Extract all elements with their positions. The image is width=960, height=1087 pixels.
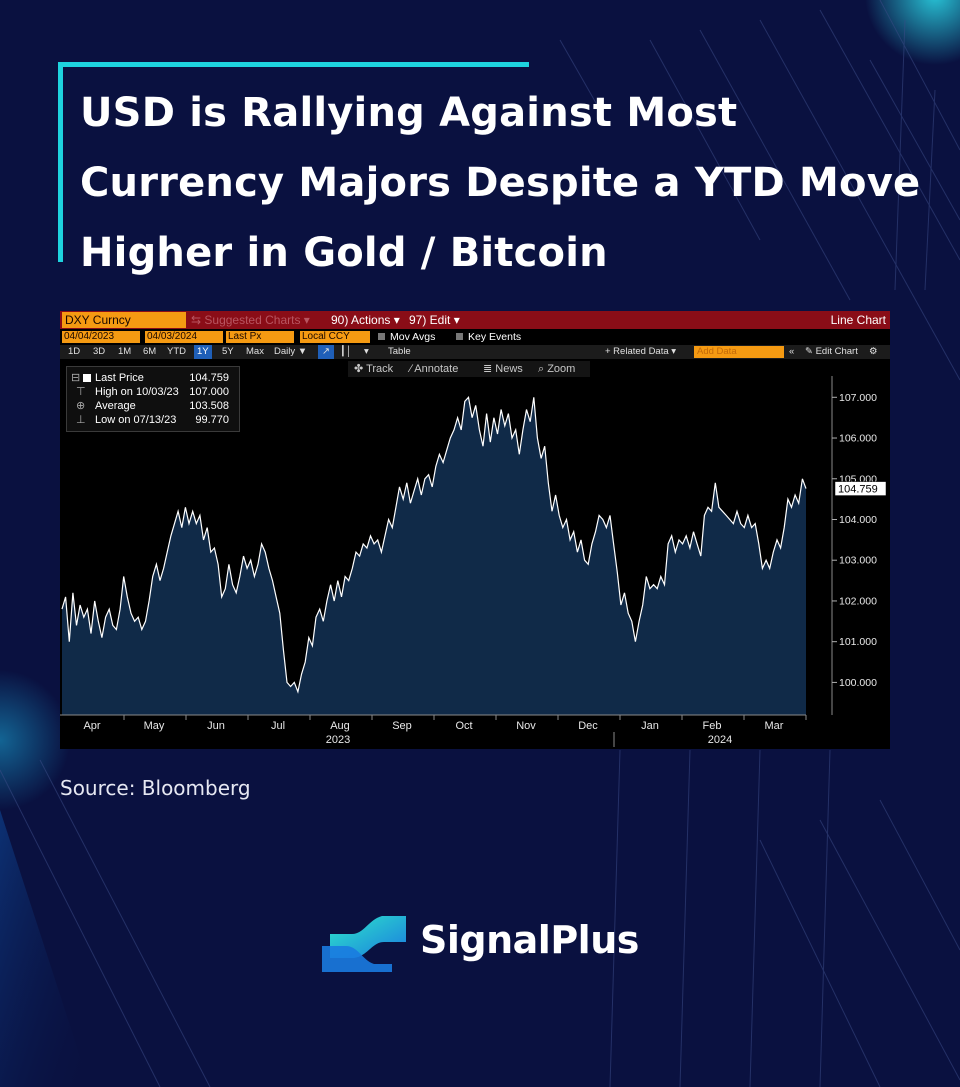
period-1m[interactable]: 1M xyxy=(118,346,132,357)
legend-label: Average xyxy=(95,400,136,412)
period-1d[interactable]: 1D xyxy=(68,346,81,357)
zoom-tool[interactable]: ⌕ Zoom xyxy=(538,363,576,375)
y-tick-label: 107.000 xyxy=(839,392,877,404)
line-chart-icon[interactable]: ↗ xyxy=(318,345,334,359)
period-1y[interactable]: 1Y xyxy=(194,345,212,359)
x-tick-label: Dec xyxy=(578,720,598,732)
start-date-field[interactable]: 04/04/2023 xyxy=(62,331,140,343)
legend-value: 104.759 xyxy=(189,372,229,384)
bloomberg-chart-window: 100.000 101.000 102.000 103.000 104.000 105.0… xyxy=(60,311,890,749)
chart-canvas: 100.000101.000102.000103.000104.000105.0… xyxy=(60,376,887,747)
checkbox-icon xyxy=(378,333,385,340)
y-tick-label: 100.000 xyxy=(839,677,877,689)
terminal-header-bar: DXY Curncy ⇆ Suggested Charts ▾ 90) Acti… xyxy=(60,311,890,329)
title-accent-top xyxy=(58,62,529,67)
legend-row-last-price: ⊟ Last Price 104.759 xyxy=(71,371,235,385)
chart-toolbar: ✤ Track ∕ Annotate ≣ News ⌕ Zoom xyxy=(348,361,590,377)
date-range-bar: 04/04/2023 04/03/2024 Last Px Local CCY … xyxy=(60,330,890,344)
dropdown-icon[interactable]: ▾ xyxy=(364,346,369,357)
y-tick-label: 101.000 xyxy=(839,636,877,648)
edit-menu[interactable]: 97) Edit ▾ xyxy=(409,313,460,327)
x-tick-label: Aug xyxy=(330,720,350,732)
related-data-menu[interactable]: + Related Data ▾ xyxy=(605,346,677,357)
legend-value: 107.000 xyxy=(189,386,229,398)
key-events-toggle[interactable]: Key Events xyxy=(456,331,521,343)
y-tick-label: 103.000 xyxy=(839,555,877,567)
frequency-select[interactable]: Daily ▼ xyxy=(274,346,308,357)
x-tick-label: Mar xyxy=(765,720,784,732)
mov-avgs-toggle[interactable]: Mov Avgs xyxy=(378,331,435,343)
title-accent-left xyxy=(58,62,63,262)
annotate-tool[interactable]: ∕ Annotate xyxy=(410,363,459,375)
checkbox-icon xyxy=(456,333,463,340)
currency-select[interactable]: Local CCY xyxy=(300,331,370,343)
headline-box: USD is Rallying Against Most Currency Ma… xyxy=(58,62,938,276)
brand-name: SignalPlus xyxy=(420,918,639,962)
mov-avgs-label: Mov Avgs xyxy=(390,331,436,343)
period-5y[interactable]: 5Y xyxy=(222,346,234,357)
year-label: 2023 xyxy=(326,734,350,746)
legend-row-high: ⊤ High on 10/03/23 107.000 xyxy=(71,385,235,399)
x-tick-label: May xyxy=(144,720,165,732)
x-tick-label: Nov xyxy=(516,720,536,732)
x-tick-label: Apr xyxy=(83,720,100,732)
legend-row-average: ⊕ Average 103.508 xyxy=(71,399,235,413)
series-area xyxy=(62,397,806,715)
y-tick-label: 106.000 xyxy=(839,433,877,445)
year-label: 2024 xyxy=(708,734,732,746)
last-price-label: 104.759 xyxy=(838,484,878,496)
high-marker-icon: ⊤ xyxy=(76,386,86,398)
x-tick-label: Jul xyxy=(271,720,285,732)
legend-label: Last Price xyxy=(95,372,144,384)
news-tool[interactable]: ≣ News xyxy=(483,363,523,375)
actions-menu[interactable]: 90) Actions ▾ xyxy=(331,313,400,327)
chart-kind-label[interactable]: Line Chart xyxy=(830,313,886,327)
headline: USD is Rallying Against Most Currency Ma… xyxy=(80,90,921,276)
x-tick-label: Jan xyxy=(641,720,659,732)
series-line xyxy=(61,395,807,694)
y-tick-label: 102.000 xyxy=(839,595,877,607)
x-tick-label: Feb xyxy=(703,720,722,732)
edit-chart-button[interactable]: ✎ Edit Chart xyxy=(805,346,858,357)
price-field-select[interactable]: Last Px xyxy=(226,331,294,343)
legend-label: High on 10/03/23 xyxy=(95,386,179,398)
average-marker-icon: ⊕ xyxy=(76,400,86,412)
end-date-field[interactable]: 04/03/2024 xyxy=(145,331,223,343)
last-price-box xyxy=(834,481,887,496)
key-events-label: Key Events xyxy=(468,331,522,343)
low-marker-icon: ⊥ xyxy=(76,414,86,426)
settings-gear-icon[interactable]: ⚙ xyxy=(869,346,878,357)
bar-chart-icon[interactable]: ┃│ xyxy=(340,346,352,357)
source-note: Source: Bloomberg xyxy=(60,776,251,800)
series-swatch xyxy=(83,374,91,382)
chart-legend: ⊟ Last Price 104.759 ⊤ High on 10/03/23 … xyxy=(66,366,240,432)
collapse-icon[interactable]: « xyxy=(789,346,795,357)
track-tool[interactable]: ✤ Track xyxy=(354,363,394,375)
legend-label: Low on 07/13/23 xyxy=(95,414,177,426)
x-tick-label: Jun xyxy=(207,720,225,732)
x-tick-label: Oct xyxy=(455,720,472,732)
collapse-icon[interactable]: ⊟ xyxy=(71,372,81,384)
period-max[interactable]: Max xyxy=(246,346,264,357)
legend-value: 99.770 xyxy=(195,414,229,426)
period-6m[interactable]: 6M xyxy=(143,346,157,357)
y-tick-label: 104.000 xyxy=(839,514,877,526)
table-button[interactable]: Table xyxy=(388,346,411,357)
x-tick-label: Sep xyxy=(392,720,412,732)
period-3d[interactable]: 3D xyxy=(93,346,106,357)
ticker-field[interactable]: DXY Curncy xyxy=(62,312,186,328)
period-ytd[interactable]: YTD xyxy=(167,346,186,357)
period-bar: 1D 3D 1M 6M YTD 1Y 5Y Max Daily ▼ ↗ ┃│ ▾… xyxy=(60,345,890,359)
legend-row-low: ⊥ Low on 07/13/23 99.770 xyxy=(71,413,235,427)
suggested-charts-menu[interactable]: ⇆ Suggested Charts ▾ xyxy=(191,313,310,327)
signalplus-logo-icon xyxy=(322,916,406,972)
add-data-input[interactable]: Add Data xyxy=(694,346,784,358)
legend-value: 103.508 xyxy=(189,400,229,412)
